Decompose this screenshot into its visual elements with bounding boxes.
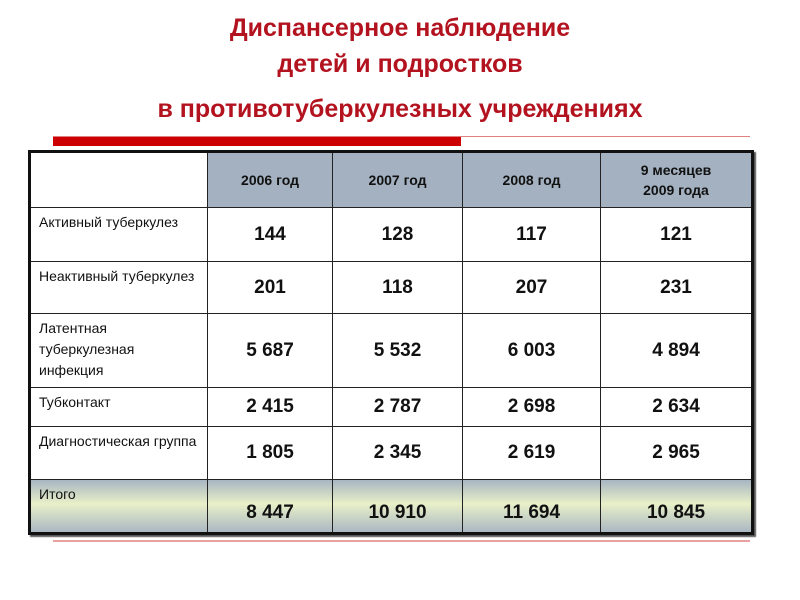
header-empty: [29, 151, 208, 208]
cell-value: 201: [207, 261, 333, 314]
title-line-3: в противотуберкулезных учреждениях: [157, 95, 643, 123]
table-row: Тубконтакт 2 415 2 787 2 698 2 634: [29, 387, 753, 427]
row-label: Итого: [29, 479, 208, 534]
header-row: 2006 год 2007 год 2008 год 9 месяцев 2009…: [29, 151, 753, 208]
cell-value: 2 698: [462, 387, 601, 427]
cell-value: 5 687: [207, 313, 333, 388]
cell-value: 5 532: [332, 313, 463, 388]
table-row: Латентная туберкулезная инфекция 5 687 5 5…: [29, 313, 753, 388]
header-2007: 2007 год: [332, 151, 463, 208]
cell-value: 1 805: [207, 426, 333, 480]
divider-line: [53, 136, 750, 137]
row-label: Неактивный туберкулез: [29, 261, 208, 314]
row-label: Активный туберкулез: [29, 207, 208, 262]
cell-value: 4 894: [600, 313, 753, 388]
table-row: Неактивный туберкулез 201 118 207 231: [29, 261, 753, 314]
accent-bar: [53, 137, 461, 146]
cell-value: 128: [332, 207, 463, 262]
cell-value: 2 787: [332, 387, 463, 427]
cell-value: 121: [600, 207, 753, 262]
header-2009-line2: 2009 года: [643, 182, 709, 198]
title-line-1: Диспансерное наблюдение: [229, 14, 571, 42]
cell-value: 11 694: [462, 479, 601, 534]
bottom-divider: [53, 540, 750, 542]
cell-value: 2 634: [600, 387, 753, 427]
header-2008: 2008 год: [462, 151, 601, 208]
cell-value: 2 415: [207, 387, 333, 427]
cell-value: 2 619: [462, 426, 601, 480]
cell-value: 10 910: [332, 479, 463, 534]
row-label: Диагностическая группа: [29, 426, 208, 480]
cell-value: 8 447: [207, 479, 333, 534]
header-2009: 9 месяцев 2009 года: [600, 151, 753, 208]
cell-value: 2 965: [600, 426, 753, 480]
header-2009-line1: 9 месяцев: [640, 162, 712, 178]
table-row: Диагностическая группа 1 805 2 345 2 619 2 9…: [29, 426, 753, 480]
table-row: Итого 8 447 10 910 11 694 10 845: [29, 479, 753, 534]
data-table: 2006 год 2007 год 2008 год 9 месяцев 2009…: [28, 150, 754, 535]
cell-value: 144: [207, 207, 333, 262]
cell-value: 10 845: [600, 479, 753, 534]
cell-value: 117: [462, 207, 601, 262]
cell-value: 207: [462, 261, 601, 314]
row-label: Латентная туберкулезная инфекция: [29, 313, 208, 388]
header-2006: 2006 год: [207, 151, 333, 208]
row-label: Тубконтакт: [29, 387, 208, 427]
cell-value: 6 003: [462, 313, 601, 388]
table-row: Активный туберкулез 144 128 117 121: [29, 207, 753, 262]
title-line-2: детей и подростков: [277, 50, 523, 78]
cell-value: 118: [332, 261, 463, 314]
cell-value: 231: [600, 261, 753, 314]
cell-value: 2 345: [332, 426, 463, 480]
